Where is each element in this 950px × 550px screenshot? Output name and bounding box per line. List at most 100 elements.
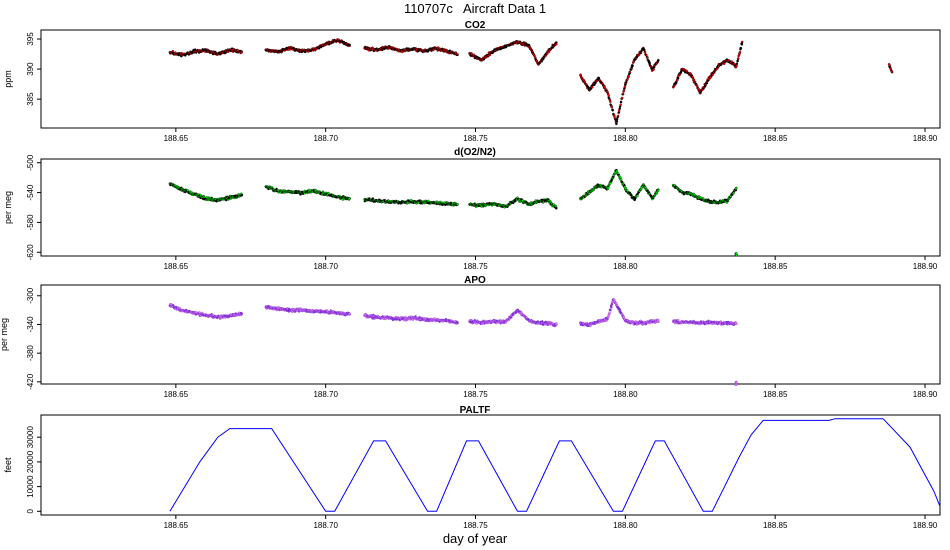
data-point (541, 320, 544, 323)
y-tick-label: 390 (26, 62, 35, 76)
x-tick-label: 188.70 (313, 521, 338, 530)
x-tick-label: 188.85 (763, 390, 788, 399)
x-tick-label: 188.85 (763, 262, 788, 271)
x-tick-label: 188.90 (913, 134, 938, 143)
data-point (619, 103, 622, 106)
data-point (555, 43, 558, 46)
data-point (675, 81, 678, 84)
x-tick-label: 188.65 (164, 262, 189, 271)
data-point (608, 311, 611, 314)
data-series-3 (363, 197, 459, 207)
y-tick-label: -300 (26, 287, 35, 304)
data-point (648, 62, 651, 65)
x-tick-label: 188.75 (463, 521, 488, 530)
data-point (625, 80, 628, 84)
data-point (527, 43, 531, 47)
data-point (240, 312, 243, 315)
data-point (648, 321, 652, 325)
data-point (588, 192, 591, 195)
x-tick-label: 188.75 (463, 390, 488, 399)
data-point (615, 120, 619, 123)
data-point (677, 76, 680, 80)
data-point (619, 100, 623, 104)
data-point (637, 53, 641, 57)
x-tick-label: 188.80 (613, 262, 638, 271)
data-series-2 (264, 305, 351, 317)
panel-title: APO (464, 275, 486, 286)
data-series-1 (168, 47, 244, 58)
y-tick-label: -420 (26, 373, 35, 390)
plot-frame (40, 158, 941, 257)
data-point (737, 57, 740, 60)
data-point (740, 42, 744, 45)
x-tick-label: 188.65 (164, 134, 189, 143)
x-tick-label: 188.70 (313, 390, 338, 399)
x-tick-label: 188.70 (313, 262, 338, 271)
data-series-4 (468, 308, 558, 328)
data-point (620, 178, 623, 181)
data-point (456, 52, 459, 56)
data-point (348, 43, 351, 46)
data-point (610, 105, 613, 109)
data-series-7 (734, 380, 738, 386)
y-tick-label: 0 (26, 509, 35, 514)
data-point (738, 50, 742, 54)
x-tick-label: 188.80 (613, 521, 638, 530)
data-point (307, 188, 311, 192)
data-series-6 (672, 318, 738, 326)
x-tick-label: 188.80 (613, 390, 638, 399)
data-point (652, 68, 655, 71)
data-point (735, 62, 739, 65)
data-point (591, 85, 594, 89)
data-point (624, 186, 628, 190)
panel-title: d(O2/N2) (454, 147, 496, 158)
x-tick-label: 188.80 (613, 134, 638, 143)
data-point (646, 56, 649, 59)
data-point (616, 114, 620, 118)
data-point (593, 83, 596, 86)
y-tick-label: -540 (26, 184, 35, 201)
plot-frame (40, 29, 941, 129)
data-point (643, 51, 647, 54)
data-series-4 (468, 40, 558, 66)
data-point (603, 86, 606, 89)
page-title: 110707c Aircraft Data 1 (403, 1, 547, 16)
x-tick-label: 188.65 (164, 521, 189, 530)
data-series-2 (264, 38, 351, 54)
data-point (611, 109, 614, 112)
data-point (693, 80, 697, 83)
data-point (619, 176, 622, 179)
data-point (735, 64, 738, 68)
data-point (631, 64, 634, 67)
data-point (579, 73, 582, 76)
y-tick-label: 20000 (26, 450, 35, 473)
y-tick-label: 395 (26, 32, 35, 46)
data-point (610, 306, 613, 309)
data-point (615, 117, 619, 121)
x-tick-label: 188.90 (913, 262, 938, 271)
y-tick-label: -580 (26, 214, 35, 231)
data-point (607, 186, 610, 189)
data-point (606, 90, 609, 93)
data-point (623, 85, 627, 89)
data-series-3 (363, 312, 459, 325)
data-point (657, 318, 660, 322)
x-tick-label: 188.85 (763, 521, 788, 530)
data-series-6 (672, 183, 738, 205)
y-tick-label: 385 (26, 92, 35, 106)
y-axis-label: feet (3, 457, 13, 473)
data-series-4 (468, 196, 558, 210)
plot-frame (40, 414, 941, 516)
data-point (735, 252, 738, 255)
data-point (890, 70, 893, 73)
y-axis-label: ppm (3, 70, 13, 88)
data-series-3 (363, 45, 459, 57)
data-point (171, 49, 175, 53)
data-point (621, 96, 624, 100)
data-series-5 (579, 298, 660, 328)
data-point (456, 202, 459, 206)
y-axis-label: per meg (3, 191, 13, 224)
